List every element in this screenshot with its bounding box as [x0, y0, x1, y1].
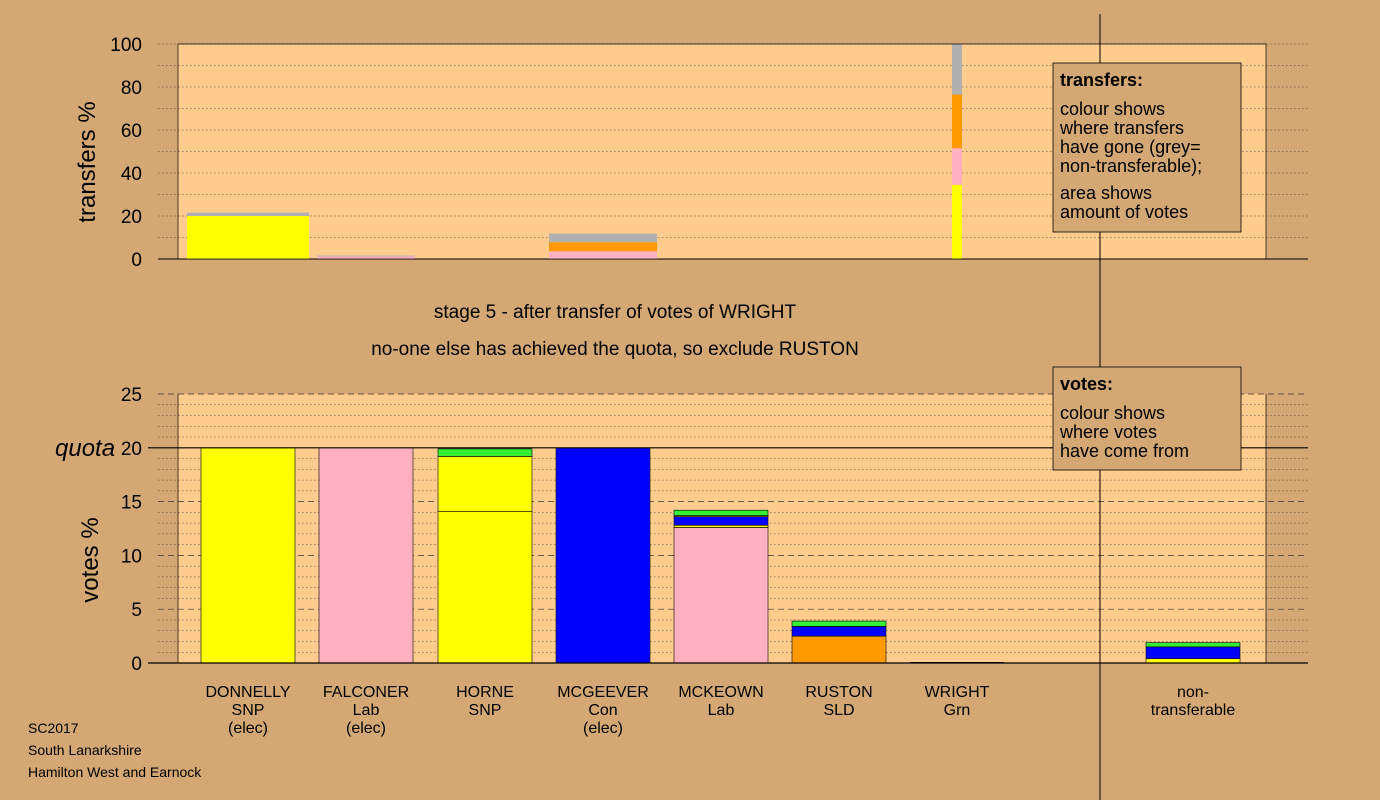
transfers-bars [187, 44, 962, 259]
vote-segment-horne-grn [437, 448, 533, 457]
votes-tick-label: 0 [131, 654, 142, 675]
footer-council: South Lanarkshire [28, 742, 142, 758]
transfers-legend-line: non-transferable); [1060, 156, 1202, 176]
candidate-label-line: Lab [353, 702, 380, 719]
transfer-segment-donnelly-snp [187, 216, 309, 259]
transfers-plot-border [177, 43, 1267, 260]
candidate-label-line: Con [588, 702, 617, 719]
transfer-segment-mcgeever-lab [549, 251, 657, 259]
vote-segment-horne-snp [437, 456, 533, 512]
candidate-label-line: MCGEEVER [557, 684, 649, 701]
vote-segment-mckeown-grn [673, 509, 769, 516]
transfers-tick-label: 40 [121, 164, 142, 185]
votes-y-ticks: 0 5 10 15 20 25 [121, 385, 142, 675]
candidate-label-line: non- [1177, 684, 1209, 701]
candidate-labels: DONNELLYSNP(elec)FALCONERLab(elec)HORNES… [205, 684, 1235, 737]
transfers-legend-line: where transfers [1059, 118, 1184, 138]
transfer-segment-wright-non-transferable [952, 44, 962, 95]
footer-ward: Hamilton West and Earnock [28, 764, 202, 780]
transfer-segment-donnelly-non-transferable [187, 212, 309, 216]
candidate-label-line: WRIGHT [925, 684, 990, 701]
votes-bars [200, 447, 1241, 664]
votes-tick-label: 10 [121, 546, 142, 567]
votes-tick-label: 25 [121, 385, 142, 406]
candidate-label-line: SNP [469, 702, 502, 719]
transfers-tick-label: 100 [110, 35, 142, 56]
vote-segment-ruston-con [791, 626, 887, 637]
votes-tick-label: 5 [131, 600, 142, 621]
candidate-label-line: Grn [944, 702, 971, 719]
vote-segment-horne-snp [437, 510, 533, 664]
candidate-label-line: FALCONER [323, 684, 409, 701]
vote-segment-mcgeever-con [555, 447, 651, 664]
votes-legend-box [1052, 366, 1242, 471]
candidate-label-line: RUSTON [805, 684, 872, 701]
votes-legend-line: colour shows [1060, 403, 1165, 423]
transfers-legend-line: amount of votes [1060, 202, 1188, 222]
transfers-legend-line: area shows [1060, 183, 1152, 203]
candidate-label-line: (elec) [346, 720, 386, 737]
votes-legend-line: have come from [1060, 441, 1189, 461]
transfer-segment-falconer-lab [317, 256, 415, 259]
vote-segment-non-transferable-con [1145, 646, 1241, 659]
votes-legend: votes: colour shows where votes have com… [1052, 366, 1242, 471]
candidate-label-line: DONNELLY [205, 684, 290, 701]
transfers-legend-title: transfers: [1060, 70, 1143, 90]
votes-tick-label: 20 [121, 439, 142, 460]
candidate-label-line: (elec) [228, 720, 268, 737]
transfers-tick-label: 60 [121, 121, 142, 142]
vote-segment-ruston-sld [791, 635, 887, 664]
transfer-segment-falconer-non-transferable [317, 255, 415, 257]
vote-segment-mckeown-snp [673, 524, 769, 528]
transfers-tick-label: 0 [131, 250, 142, 271]
transfer-segment-wright-snp [952, 184, 962, 259]
candidate-label-line: SLD [823, 702, 854, 719]
candidate-label-line: MCKEOWN [678, 684, 763, 701]
votes-axis-label: votes % [77, 517, 104, 602]
transfer-segment-mcgeever-sld [549, 242, 657, 252]
transfers-legend-line: have gone (grey= [1060, 137, 1201, 157]
votes-legend-title: votes: [1060, 374, 1113, 394]
quota-label: quota [55, 435, 115, 462]
transfers-axis-label: transfers % [74, 101, 101, 222]
footer-election: SC2017 [28, 720, 79, 736]
transfer-segment-wright-sld [952, 94, 962, 149]
transfers-legend-box [1052, 62, 1242, 233]
votes-tick-label: 15 [121, 493, 142, 514]
vote-segment-ruston-grn [791, 620, 887, 627]
transfers-tick-label: 80 [121, 78, 142, 99]
candidate-label-line: SNP [232, 702, 265, 719]
transfer-segment-mcgeever-non-transferable [549, 233, 657, 243]
transfers-legend-line: colour shows [1060, 99, 1165, 119]
candidate-label-line: Lab [708, 702, 735, 719]
candidate-label-line: (elec) [583, 720, 623, 737]
vote-segment-mckeown-lab [673, 527, 769, 664]
status-caption: no-one else has achieved the quota, so e… [371, 339, 859, 360]
candidate-label-line: transferable [1151, 702, 1236, 719]
vote-segment-mckeown-con [673, 516, 769, 526]
stage-caption: stage 5 - after transfer of votes of WRI… [434, 302, 797, 323]
candidate-label-line: HORNE [456, 684, 514, 701]
votes-legend-line: where votes [1059, 422, 1157, 442]
vote-segment-donnelly-snp [200, 447, 296, 664]
transfers-y-ticks: 0 20 40 60 80 100 [110, 35, 142, 271]
vote-segment-non-transferable-grn [1145, 642, 1241, 648]
transfers-tick-label: 20 [121, 207, 142, 228]
transfer-segment-wright-lab [952, 148, 962, 185]
footer: SC2017 South Lanarkshire Hamilton West a… [28, 720, 202, 780]
transfers-legend: transfers: colour shows where transfers … [1052, 62, 1242, 233]
vote-segment-falconer-lab [318, 447, 414, 664]
